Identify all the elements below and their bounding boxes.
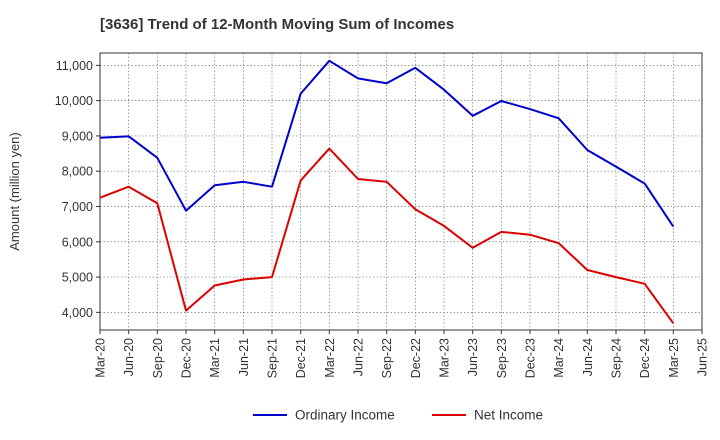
y-axis-label: Amount (million yen) bbox=[7, 132, 22, 251]
plot-frame bbox=[99, 52, 703, 331]
y-tick-label: 9,000 bbox=[62, 129, 93, 143]
x-tick-label: Jun-20 bbox=[122, 338, 136, 376]
y-tick-label: 7,000 bbox=[62, 200, 93, 214]
series-line-ordinary-income bbox=[99, 59, 675, 228]
legend-label: Ordinary Income bbox=[295, 408, 395, 423]
x-tick-label: Dec-21 bbox=[294, 338, 308, 378]
x-tick-label: Sep-24 bbox=[610, 338, 624, 378]
y-tick-label: 6,000 bbox=[62, 235, 93, 249]
y-tick-label: 5,000 bbox=[62, 271, 93, 285]
x-tick-label: Jun-21 bbox=[237, 338, 251, 376]
x-tick-label: Sep-22 bbox=[380, 338, 394, 378]
x-tick-label: Jun-23 bbox=[466, 338, 480, 376]
legend-label: Net Income bbox=[474, 408, 543, 423]
x-tick-label: Jun-25 bbox=[696, 338, 710, 376]
x-tick-label: Mar-25 bbox=[667, 338, 681, 378]
x-tick-label: Dec-24 bbox=[638, 338, 652, 378]
chart-title: [3636] Trend of 12-Month Moving Sum of I… bbox=[100, 16, 455, 33]
x-tick-label: Mar-21 bbox=[208, 338, 222, 378]
x-tick-label: Sep-20 bbox=[151, 338, 165, 378]
x-tick-label: Mar-22 bbox=[323, 338, 337, 378]
x-tick-label: Dec-20 bbox=[180, 338, 194, 378]
x-tick-label: Mar-23 bbox=[438, 338, 452, 378]
x-tick-label: Mar-20 bbox=[94, 338, 108, 378]
x-tick-label: Dec-22 bbox=[409, 338, 423, 378]
y-tick-label: 4,000 bbox=[62, 306, 93, 320]
y-tick-label: 11,000 bbox=[56, 59, 93, 73]
x-tick-label: Jun-24 bbox=[581, 338, 595, 376]
series-line-net-income bbox=[99, 147, 675, 324]
x-tick-label: Sep-21 bbox=[266, 338, 280, 378]
x-tick-label: Dec-23 bbox=[524, 338, 538, 378]
y-tick-label: 8,000 bbox=[62, 165, 93, 179]
x-tick-label: Mar-24 bbox=[552, 338, 566, 378]
y-tick-label: 10,000 bbox=[55, 94, 93, 108]
x-tick-label: Jun-22 bbox=[352, 338, 366, 376]
x-tick-label: Sep-23 bbox=[495, 338, 509, 378]
